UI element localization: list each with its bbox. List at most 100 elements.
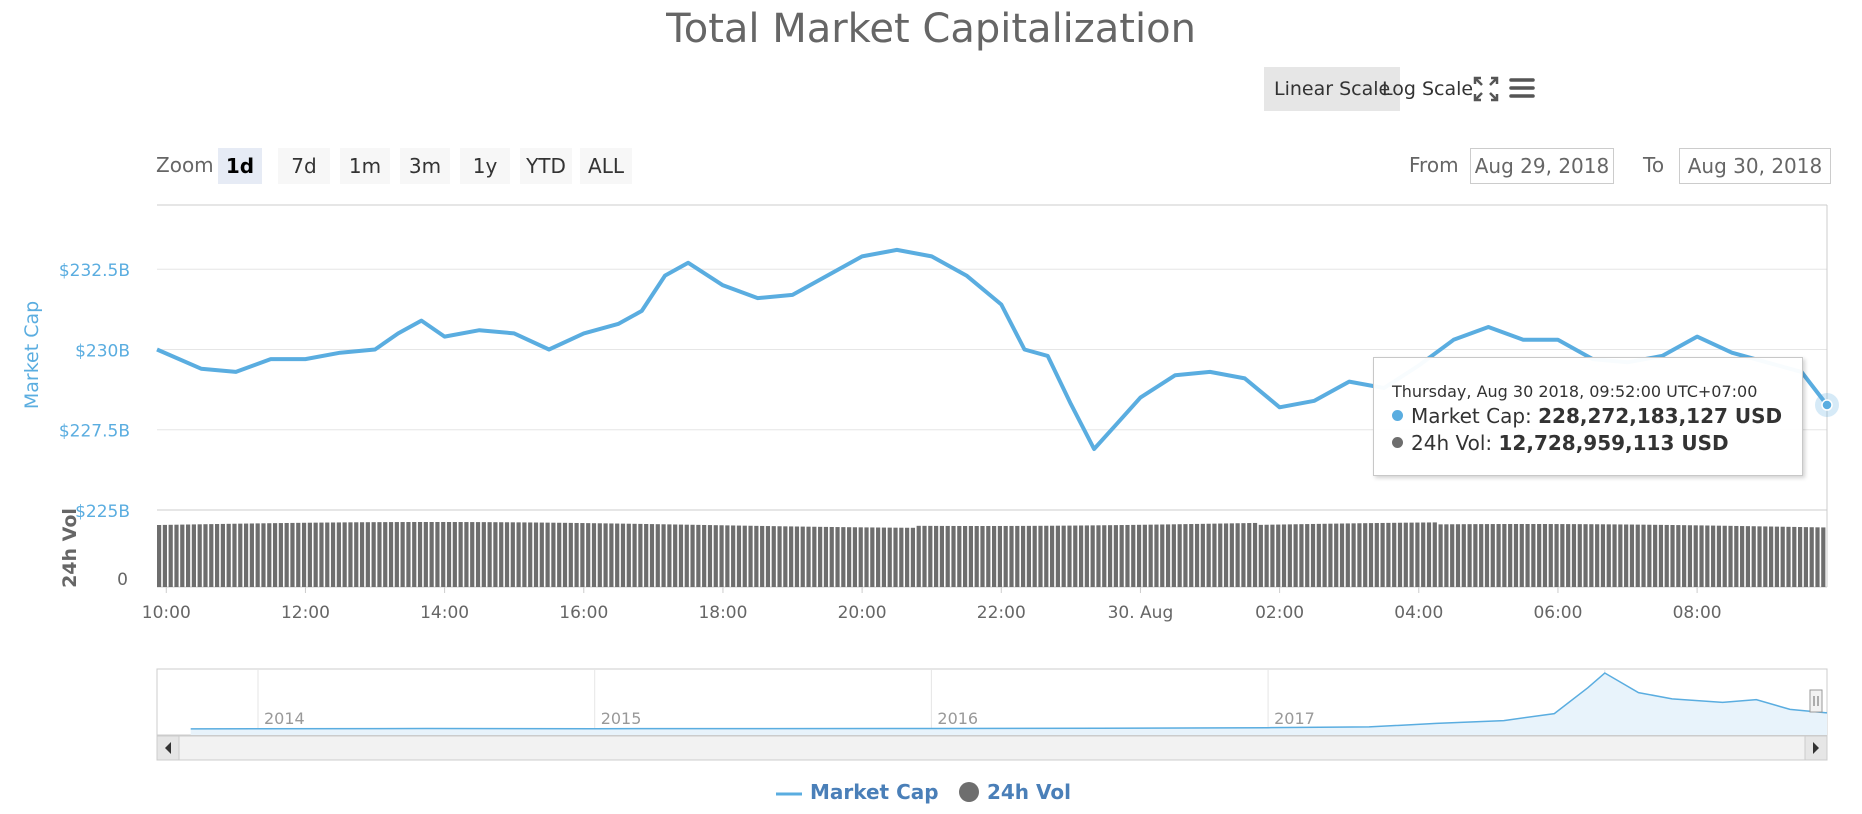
hamburger-menu-icon[interactable] <box>1508 75 1538 103</box>
volume-bar <box>1020 525 1026 587</box>
volume-bar <box>847 527 852 587</box>
volume-bar <box>1235 523 1240 587</box>
volume-bar <box>1519 524 1524 587</box>
volume-bar <box>562 522 568 587</box>
zoom-ytd-button[interactable]: YTD <box>520 148 572 184</box>
volume-bar <box>348 522 353 587</box>
volume-bar <box>1479 524 1484 587</box>
arrow-left-icon <box>165 742 171 754</box>
volume-bar <box>174 524 179 587</box>
volume-bar <box>267 523 272 587</box>
legend-item-24h-vol[interactable]: 24h Vol <box>958 780 1071 805</box>
volume-bar <box>1473 524 1478 587</box>
volume-bar <box>1676 525 1681 587</box>
navigator-year-label: 2014 <box>264 709 305 728</box>
volume-bar <box>452 522 457 587</box>
volume-bar <box>580 523 585 587</box>
volume-bar <box>296 522 301 587</box>
volume-bar <box>185 524 191 587</box>
linear-scale-button[interactable]: Linear Scale <box>1264 67 1401 111</box>
volume-bar <box>870 527 875 587</box>
volume-bar <box>203 524 208 587</box>
volume-bar <box>1589 524 1594 587</box>
volume-bar <box>754 525 759 587</box>
tooltip-value: 12,728,959,113 USD <box>1498 431 1729 455</box>
volume-bar <box>1345 523 1350 587</box>
log-scale-button[interactable]: Log Scale <box>1382 78 1474 100</box>
volume-bar <box>446 522 452 587</box>
zoom-all-button[interactable]: ALL <box>580 148 632 184</box>
volume-bar <box>1148 524 1153 587</box>
volume-bar <box>1380 522 1385 587</box>
volume-bar <box>1490 524 1495 587</box>
volume-bar <box>864 527 869 587</box>
volume-bar <box>545 522 550 587</box>
volume-bar <box>1635 524 1640 587</box>
volume-bar <box>481 522 486 587</box>
volume-bar <box>429 522 434 587</box>
volume-bar <box>876 527 881 587</box>
volume-bar <box>702 524 707 587</box>
volume-bar <box>777 526 782 587</box>
volume-bar <box>528 522 533 587</box>
volume-bar <box>1502 524 1507 587</box>
legend-item-market-cap[interactable]: Market Cap <box>775 780 939 804</box>
volume-bar <box>957 525 962 587</box>
from-date-input[interactable]: Aug 29, 2018 <box>1470 148 1614 184</box>
volume-bar <box>1247 523 1252 587</box>
volume-bar <box>1200 523 1205 587</box>
volume-bar <box>1815 527 1820 587</box>
volume-bar <box>992 525 997 587</box>
zoom-7d-button[interactable]: 7d <box>278 148 330 184</box>
volume-bar <box>1647 524 1652 587</box>
volume-bar <box>220 523 225 587</box>
volume-bar <box>1368 523 1374 587</box>
y-tick-label: $227.5B <box>59 422 130 442</box>
volume-bar <box>806 526 811 587</box>
zoom-1m-button[interactable]: 1m <box>340 148 390 184</box>
volume-bar <box>1455 524 1461 587</box>
arrow-right-icon <box>1813 742 1819 754</box>
volume-bar <box>1276 524 1281 587</box>
zoom-1y-button[interactable]: 1y <box>460 148 510 184</box>
zoom-3m-button[interactable]: 3m <box>400 148 450 184</box>
volume-bar <box>1809 527 1814 587</box>
volume-bar <box>789 526 794 587</box>
volume-bar <box>968 525 974 587</box>
to-label: To <box>1643 153 1665 177</box>
volume-bar <box>1554 524 1559 587</box>
volume-bar <box>1374 523 1379 587</box>
volume-bar <box>852 527 858 587</box>
volume-bar <box>655 524 660 587</box>
volume-bar <box>1055 525 1060 587</box>
volume-bar <box>423 522 428 587</box>
volume-bar <box>1310 523 1316 587</box>
volume-bar <box>1049 525 1055 587</box>
volume-bar <box>1763 526 1768 587</box>
volume-bar <box>829 526 834 587</box>
volume-bar <box>1734 525 1739 587</box>
volume-bar <box>997 525 1002 587</box>
volume-bar <box>661 524 666 587</box>
volume-bar <box>586 523 591 587</box>
volume-bar <box>835 527 840 587</box>
volume-bar <box>441 522 446 587</box>
volume-bar <box>1722 525 1727 587</box>
volume-bar <box>1102 525 1107 587</box>
volume-bar <box>1740 526 1745 587</box>
volume-bar <box>325 522 330 587</box>
fullscreen-icon[interactable] <box>1472 75 1502 103</box>
volume-bar <box>1409 522 1414 587</box>
volume-bar <box>1641 524 1646 587</box>
volume-bar <box>487 522 492 587</box>
zoom-1d-button[interactable]: 1d <box>218 148 262 184</box>
volume-bar <box>157 525 162 587</box>
volume-bar <box>1038 525 1043 587</box>
volume-bar <box>1577 524 1582 587</box>
volume-bar <box>301 522 307 587</box>
volume-bar <box>1258 524 1263 587</box>
volume-bar <box>1774 526 1780 587</box>
volume-bar <box>626 523 631 587</box>
to-date-input[interactable]: Aug 30, 2018 <box>1679 148 1831 184</box>
